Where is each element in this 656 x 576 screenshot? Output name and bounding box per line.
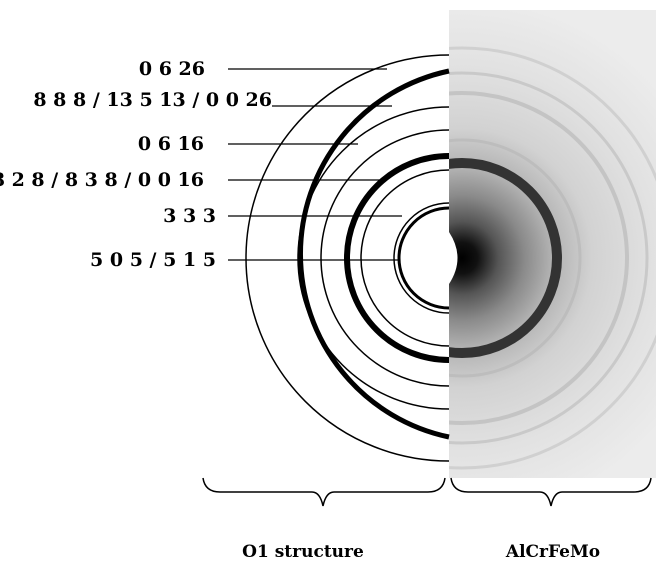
pattern-ring-faint bbox=[449, 138, 582, 378]
pattern-ring-faint bbox=[449, 71, 649, 445]
pattern-ring-faint bbox=[449, 46, 656, 470]
ring-0-6-26 bbox=[245, 54, 450, 462]
right-brace bbox=[450, 477, 652, 507]
left-brace bbox=[202, 477, 446, 507]
ring-inner-thin bbox=[360, 169, 450, 347]
ring-8-8-8 bbox=[298, 68, 450, 440]
caption-o1-structure: O1 structure bbox=[242, 542, 364, 562]
label-3-3-3: 3 3 3 bbox=[163, 205, 216, 227]
ring-8-2-8 bbox=[344, 153, 450, 363]
pattern-ring-faint bbox=[449, 91, 629, 425]
caption-alcrfemo: AlCrFeMo bbox=[505, 542, 600, 562]
pattern-ring-strong bbox=[449, 158, 562, 358]
electron-diffraction-pattern bbox=[449, 10, 656, 478]
label-0-6-26: 0 6 26 bbox=[139, 58, 205, 80]
beam-stop bbox=[449, 232, 458, 284]
ring-labels: 0 6 26 8 8 8 / 13 5 13 / 0 0 26 0 6 16 8… bbox=[0, 58, 402, 271]
label-0-6-16: 0 6 16 bbox=[138, 133, 204, 155]
ring-0-6-16 bbox=[297, 106, 450, 410]
ring-5-0-5 bbox=[397, 206, 450, 310]
ring-inner-thin bbox=[320, 129, 450, 387]
label-8-8-8: 8 8 8 / 13 5 13 / 0 0 26 bbox=[33, 89, 272, 111]
label-8-2-8: 8 2 8 / 8 3 8 / 0 0 16 bbox=[0, 169, 204, 191]
simulated-ring-pattern bbox=[245, 54, 450, 462]
label-5-0-5: 5 0 5 / 5 1 5 bbox=[90, 249, 216, 271]
ring-3-3-3 bbox=[393, 202, 450, 314]
